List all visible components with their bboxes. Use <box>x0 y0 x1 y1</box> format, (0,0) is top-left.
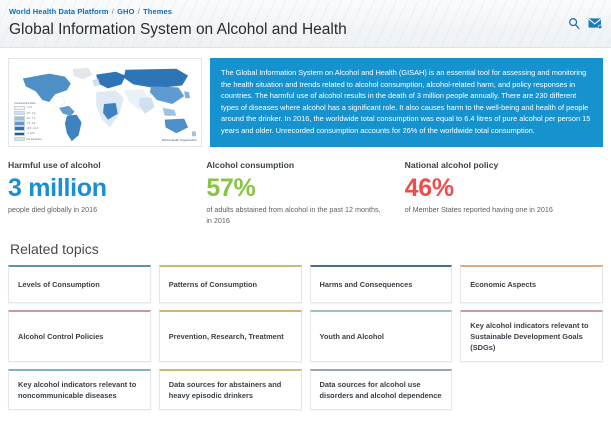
legend-label: Not applicable <box>26 137 42 141</box>
legend-label: 5.0 - 7.4 <box>26 116 36 120</box>
topic-card-key-indicators-ncds[interactable]: Key alcohol indicators relevant to nonco… <box>8 369 151 410</box>
topic-card-economic-aspects[interactable]: Economic Aspects <box>460 265 603 303</box>
topic-card-label: Alcohol Control Policies <box>18 332 104 341</box>
legend-label: < 2.5 <box>26 106 32 110</box>
topic-card-label: Data sources for alcohol use disorders a… <box>319 380 442 400</box>
topic-card-prevention-research-treatment[interactable]: Prevention, Research, Treatment <box>158 310 302 362</box>
topic-card-label: Levels of Consumption <box>18 280 100 289</box>
legend-item: >= 12.5 <box>14 131 70 137</box>
stat-description: of Member States reported having one in … <box>404 205 553 214</box>
stat-national-policy: National alcohol policy 46% of Member St… <box>405 159 603 226</box>
legend-item: 5.0 - 7.4 <box>14 116 70 121</box>
stat-value: 46% <box>404 174 454 202</box>
page-title: Global Information System on Alcohol and… <box>9 21 347 38</box>
legend-swatch <box>14 116 25 121</box>
stats-section: Harmful use of alcohol 3 million people … <box>0 147 611 226</box>
topic-card-label: Prevention, Research, Treatment <box>168 332 284 341</box>
topic-card-label: Key alcohol indicators relevant to nonco… <box>18 380 137 400</box>
related-topics-grid: Levels of Consumption Patterns of Consum… <box>8 265 603 410</box>
legend-label: >= 12.5 <box>26 132 35 136</box>
stat-title: National alcohol policy <box>404 160 499 170</box>
legend-item: 7.5 - 9.9 <box>14 121 70 126</box>
topic-card-label: Data sources for abstainers and heavy ep… <box>168 380 282 400</box>
stat-value: 57% <box>206 174 256 202</box>
breadcrumb-item-themes[interactable]: Themes <box>143 7 173 16</box>
legend-swatch <box>14 105 25 111</box>
topic-card-data-sources-disorders[interactable]: Data sources for alcohol use disorders a… <box>309 369 453 410</box>
topic-card-alcohol-control-policies[interactable]: Alcohol Control Policies <box>8 310 151 362</box>
info-box-text: The Global Information System on Alcohol… <box>221 68 591 135</box>
legend-swatch <box>14 121 25 126</box>
related-topics-section: Related topics Levels of Consumption Pat… <box>0 226 611 410</box>
legend-label: 2.5 - 4.9 <box>26 111 36 115</box>
legend-swatch <box>14 110 25 116</box>
topic-card-label: Harms and Consequences <box>319 280 413 289</box>
related-topics-heading: Related topics <box>10 241 99 257</box>
topic-card-label: Patterns of Consumption <box>168 280 258 289</box>
legend-item: < 2.5 <box>14 105 70 111</box>
legend-label: 10.0 - 12.4 <box>26 127 38 131</box>
legend-swatch <box>14 131 25 137</box>
legend-label: 7.5 - 9.9 <box>26 122 36 126</box>
header-icons <box>568 17 603 30</box>
breadcrumb: World Health Data Platform / GHO / Theme… <box>9 7 611 17</box>
stat-description: people died globally in 2016 <box>8 205 98 214</box>
stat-title: Alcohol consumption <box>206 160 295 170</box>
page-header: World Health Data Platform / GHO / Theme… <box>0 0 611 48</box>
topic-card-patterns-of-consumption[interactable]: Patterns of Consumption <box>158 265 302 303</box>
map-legend: Consumption litres < 2.5 2.5 - 4.9 5.0 -… <box>14 102 70 142</box>
legend-item: Not applicable <box>14 136 70 142</box>
topic-card-label: Key alcohol indicators relevant to Susta… <box>470 321 589 352</box>
legend-swatch <box>14 126 25 132</box>
breadcrumb-item-platform[interactable]: World Health Data Platform <box>9 7 109 16</box>
topic-card-label: Youth and Alcohol <box>319 332 384 341</box>
topic-card-key-indicators-sdgs[interactable]: Key alcohol indicators relevant to Susta… <box>460 310 603 362</box>
topic-card-youth-and-alcohol[interactable]: Youth and Alcohol <box>309 310 453 362</box>
email-icon[interactable] <box>588 17 603 30</box>
breadcrumb-separator: / <box>111 7 114 16</box>
search-icon[interactable] <box>568 17 581 30</box>
stat-alcohol-consumption: Alcohol consumption 57% of adults abstai… <box>206 159 404 226</box>
stat-value: 3 million <box>8 174 107 202</box>
breadcrumb-separator: / <box>137 7 140 16</box>
stat-description: of adults abstained from alcohol in the … <box>206 205 381 225</box>
breadcrumb-item-gho[interactable]: GHO <box>117 7 135 16</box>
map-legend-title: Consumption litres <box>14 101 36 105</box>
header-inner: World Health Data Platform / GHO / Theme… <box>0 0 611 40</box>
legend-item: 10.0 - 12.4 <box>14 126 70 132</box>
world-map-graphic <box>10 59 200 146</box>
topic-card-label: Economic Aspects <box>470 280 537 289</box>
stat-title: Harmful use of alcohol <box>8 160 101 170</box>
map-credit: World Health Organization <box>161 138 197 142</box>
topic-card-levels-of-consumption[interactable]: Levels of Consumption <box>8 265 151 303</box>
intro-section: Consumption litres < 2.5 2.5 - 4.9 5.0 -… <box>0 48 611 147</box>
legend-item: 2.5 - 4.9 <box>14 110 70 116</box>
legend-swatch <box>14 136 25 142</box>
topic-card-harms-and-consequences[interactable]: Harms and Consequences <box>309 265 453 303</box>
topic-card-data-sources-abstainers[interactable]: Data sources for abstainers and heavy ep… <box>158 369 302 410</box>
info-box: The Global Information System on Alcohol… <box>210 58 603 147</box>
world-map-thumbnail[interactable]: Consumption litres < 2.5 2.5 - 4.9 5.0 -… <box>8 58 202 147</box>
stat-harmful-use: Harmful use of alcohol 3 million people … <box>8 159 206 226</box>
